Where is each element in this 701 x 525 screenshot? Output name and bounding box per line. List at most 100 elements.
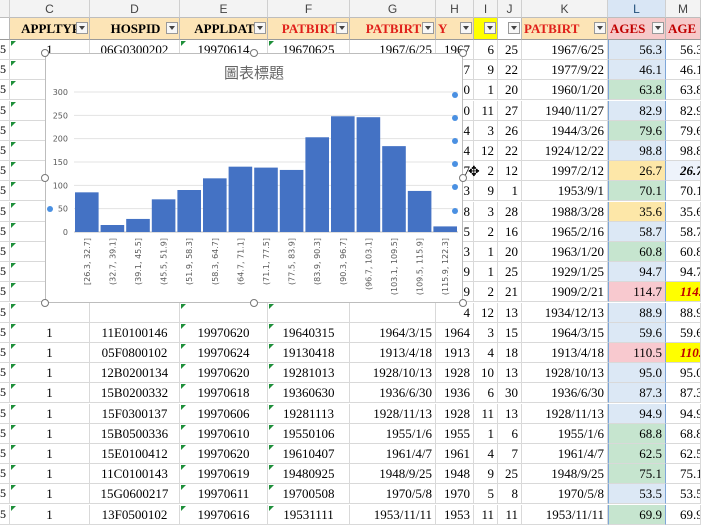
cell-d[interactable]: 15B0500336: [90, 423, 180, 444]
header-cell-c[interactable]: APPLTYP: [10, 18, 90, 40]
cell-m[interactable]: 70.1: [666, 181, 701, 202]
plot-area-handle[interactable]: [452, 184, 458, 190]
column-header-e[interactable]: E: [180, 0, 268, 18]
cell-d[interactable]: [90, 302, 180, 323]
column-header-c[interactable]: C: [10, 0, 90, 18]
row-number[interactable]: 5: [0, 120, 10, 141]
histogram-bar[interactable]: [100, 225, 125, 232]
cell-m[interactable]: 62.5: [666, 444, 701, 464]
cell-j[interactable]: 13: [498, 363, 522, 384]
histogram-bar[interactable]: [433, 226, 457, 232]
plot-area-handle[interactable]: [452, 92, 458, 98]
cell-k[interactable]: 1961/4/7: [522, 444, 608, 464]
cell-k[interactable]: 1970/5/8: [522, 484, 608, 505]
cell-i[interactable]: 11: [474, 504, 498, 525]
cell-m[interactable]: 94.9: [666, 403, 701, 424]
cell-f[interactable]: 19531111: [268, 504, 350, 525]
filter-dropdown-button[interactable]: [76, 22, 88, 34]
cell-i[interactable]: 6: [474, 383, 498, 404]
cell-i[interactable]: 12: [474, 141, 498, 161]
cell-g[interactable]: [350, 302, 436, 323]
cell-h[interactable]: 1970: [436, 484, 474, 505]
cell-i[interactable]: 9: [474, 181, 498, 202]
cell-e[interactable]: 19970620: [180, 322, 268, 343]
cell-i[interactable]: 11: [474, 403, 498, 424]
cell-k[interactable]: 1953/11/11: [522, 504, 608, 525]
cell-c[interactable]: 1: [10, 423, 90, 444]
cell-l[interactable]: 95.0: [608, 363, 666, 384]
column-header-d[interactable]: D: [90, 0, 180, 18]
cell-l[interactable]: 88.9: [608, 302, 666, 323]
cell-l[interactable]: 94.9: [608, 403, 666, 424]
cell-j[interactable]: 20: [498, 80, 522, 101]
row-number[interactable]: 5: [0, 201, 10, 222]
cell-l[interactable]: 46.1: [608, 60, 666, 81]
cell-h[interactable]: 4: [436, 302, 474, 323]
cell-d[interactable]: 11C0100143: [90, 464, 180, 485]
cell-m[interactable]: 26.7: [666, 161, 701, 182]
row-number[interactable]: 5: [0, 464, 10, 485]
cell-k[interactable]: 1944/3/26: [522, 120, 608, 141]
cell-h[interactable]: 1948: [436, 464, 474, 485]
histogram-bar[interactable]: [177, 190, 201, 232]
cell-j[interactable]: 25: [498, 40, 522, 60]
cell-j[interactable]: 26: [498, 120, 522, 141]
cell-l[interactable]: 114.7: [608, 282, 666, 303]
cell-i[interactable]: 4: [474, 343, 498, 363]
cell-l[interactable]: 82.9: [608, 100, 666, 121]
cell-c[interactable]: 1: [10, 403, 90, 424]
cell-i[interactable]: 5: [474, 484, 498, 505]
row-number[interactable]: 5: [0, 302, 10, 323]
cell-j[interactable]: 6: [498, 423, 522, 444]
select-all-corner[interactable]: [0, 0, 10, 18]
cell-h[interactable]: 1964: [436, 322, 474, 343]
cell-e[interactable]: 19970616: [180, 504, 268, 525]
column-header-k[interactable]: K: [522, 0, 608, 18]
row-number[interactable]: 5: [0, 343, 10, 363]
cell-g[interactable]: 1928/10/13: [350, 363, 436, 384]
cell-m[interactable]: 58.7: [666, 221, 701, 242]
cell-f[interactable]: [268, 302, 350, 323]
cell-c[interactable]: 1: [10, 504, 90, 525]
cell-j[interactable]: 25: [498, 262, 522, 283]
cell-l[interactable]: 110.5: [608, 343, 666, 363]
resize-handle[interactable]: [250, 299, 258, 307]
cell-j[interactable]: 22: [498, 60, 522, 81]
cell-h[interactable]: 1913: [436, 343, 474, 363]
cell-l[interactable]: 35.6: [608, 201, 666, 222]
column-header-f[interactable]: F: [268, 0, 350, 18]
cell-j[interactable]: 15: [498, 322, 522, 343]
cell-j[interactable]: 21: [498, 282, 522, 303]
row-number[interactable]: 5: [0, 484, 10, 505]
cell-m[interactable]: 110.: [666, 343, 701, 363]
resize-handle[interactable]: [41, 299, 49, 307]
chart-title[interactable]: 圖表標題: [223, 64, 284, 82]
cell-l[interactable]: 94.7: [608, 262, 666, 283]
cell-f[interactable]: 19700508: [268, 484, 350, 505]
cell-f[interactable]: 19550106: [268, 423, 350, 444]
row-number[interactable]: 5: [0, 282, 10, 303]
cell-m[interactable]: 53.5: [666, 484, 701, 505]
cell-k[interactable]: 1934/12/13: [522, 302, 608, 323]
cell-i[interactable]: 3: [474, 322, 498, 343]
cell-i[interactable]: 3: [474, 120, 498, 141]
cell-i[interactable]: 11: [474, 100, 498, 121]
cell-k[interactable]: 1924/12/22: [522, 141, 608, 161]
cell-c[interactable]: [10, 302, 90, 323]
resize-handle[interactable]: [459, 49, 467, 57]
cell-d[interactable]: 15B0200332: [90, 383, 180, 404]
cell-i[interactable]: 9: [474, 60, 498, 81]
cell-l[interactable]: 59.6: [608, 322, 666, 343]
cell-i[interactable]: 1: [474, 262, 498, 283]
cell-m[interactable]: 63.8: [666, 80, 701, 101]
cell-l[interactable]: 87.3: [608, 383, 666, 404]
cell-c[interactable]: 1: [10, 343, 90, 363]
cell-k[interactable]: 1965/2/16: [522, 221, 608, 242]
histogram-bar[interactable]: [382, 146, 406, 232]
cell-l[interactable]: 60.8: [608, 242, 666, 262]
column-header-j[interactable]: J: [498, 0, 522, 18]
cell-g[interactable]: 1961/4/7: [350, 444, 436, 464]
resize-handle[interactable]: [250, 49, 258, 57]
cell-l[interactable]: 69.9: [608, 504, 666, 525]
cell-m[interactable]: 46.1: [666, 60, 701, 81]
